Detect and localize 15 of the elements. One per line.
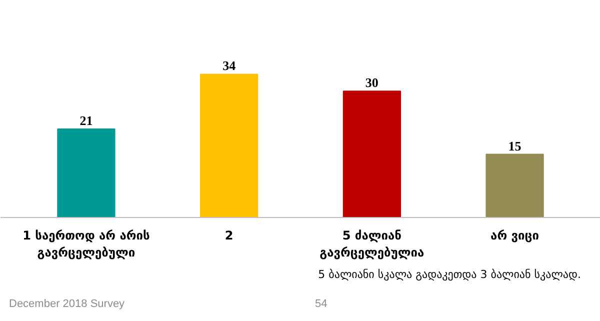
x-tick-label: 2 xyxy=(224,228,234,242)
text: December 2018 Survey xyxy=(9,297,125,312)
data-label: 15 xyxy=(508,138,522,154)
bar xyxy=(200,74,258,218)
x-tick-label: 1 საერთოდ არ არის გავრცელებული xyxy=(22,228,150,260)
data-label: 30 xyxy=(365,75,378,90)
text: 5 ბალიანი სკალა გადაკეთდა 3 ბალიან სკალად. xyxy=(318,267,581,283)
bar xyxy=(57,128,116,218)
x-tick-label: არ ვიცი xyxy=(490,228,540,242)
bar xyxy=(342,90,401,218)
data-label: 21 xyxy=(80,113,93,128)
text: 54 xyxy=(315,297,328,312)
bar xyxy=(486,154,544,218)
data-label: 34 xyxy=(222,58,236,74)
x-tick-label: 5 ძალიან გავრცელებულია xyxy=(320,228,425,260)
